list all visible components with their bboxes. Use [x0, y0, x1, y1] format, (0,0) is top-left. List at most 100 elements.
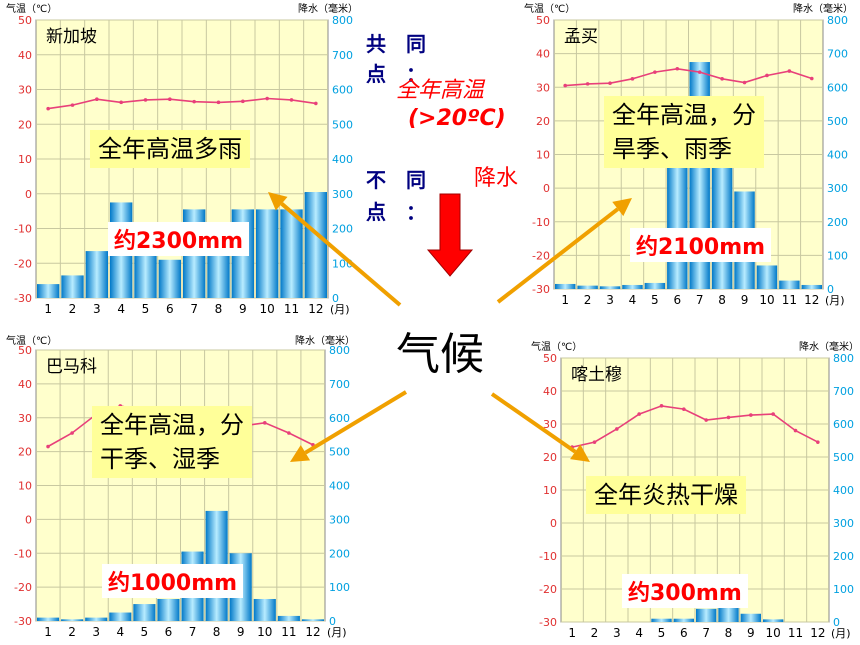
precip-bar	[256, 209, 279, 298]
temp-point	[816, 440, 820, 444]
temp-tick-label: 40	[536, 48, 550, 61]
arrow-to-bamako	[290, 390, 408, 462]
precip-bar	[280, 209, 303, 298]
temp-axis-label: 气温（℃）	[6, 334, 57, 347]
temp-tick-label: 10	[18, 153, 32, 166]
precip-tick-label: 300	[332, 188, 353, 201]
temp-point	[682, 407, 686, 411]
month-label: 1	[568, 626, 576, 640]
temp-line	[48, 97, 316, 110]
precip-bar	[696, 608, 717, 622]
temp-point	[615, 427, 619, 431]
temp-tick-label: -30	[14, 615, 32, 628]
temp-point	[287, 431, 291, 435]
temp-axis-label: 气温（℃）	[524, 2, 575, 15]
month-label: 12	[305, 625, 320, 639]
month-label: 8	[725, 626, 733, 640]
precip-bar	[301, 619, 324, 621]
month-unit: (月)	[825, 294, 845, 307]
temp-tick-label: 50	[18, 344, 32, 357]
month-label: 2	[591, 626, 599, 640]
diff-label-bottom: 点 ：	[366, 200, 426, 224]
chart-0: -30-20-100102030405001002003004005006007…	[6, 2, 358, 316]
precip-axis-label: 降水（毫米）	[793, 2, 853, 15]
precip-bar	[37, 284, 60, 298]
temp-point	[70, 431, 74, 435]
common-value-1: 全年高温	[396, 78, 485, 103]
temp-point	[563, 83, 568, 88]
temp-point	[630, 77, 635, 81]
city-name: 喀土穆	[571, 365, 622, 385]
temp-axis-label: 气温（℃）	[531, 340, 582, 353]
month-label: 7	[702, 626, 710, 640]
month-label: 3	[93, 302, 101, 316]
precip-tick-label: 200	[329, 547, 350, 560]
precip-tick-label: 800	[827, 14, 848, 27]
arrow-to-khartoum	[490, 392, 590, 462]
arrow-head	[570, 444, 590, 462]
singapore-total: 约2300mm	[108, 222, 250, 256]
arrow-head	[290, 444, 311, 462]
precip-bar	[718, 603, 739, 622]
month-label: 5	[141, 625, 149, 639]
precip-tick-label: 600	[329, 412, 350, 425]
month-label: 12	[810, 626, 825, 640]
temp-point	[787, 69, 792, 73]
month-label: 9	[747, 626, 755, 640]
month-label: 8	[213, 625, 221, 639]
temp-point	[726, 415, 731, 420]
month-unit: (月)	[330, 303, 350, 316]
precip-tick-label: 100	[833, 583, 854, 596]
precip-tick-label: 400	[329, 480, 350, 493]
temp-tick-label: -10	[14, 547, 32, 560]
temp-point	[46, 444, 50, 449]
down-arrow-icon	[426, 193, 474, 277]
temp-point	[675, 66, 680, 71]
precip-tick-label: 500	[332, 118, 353, 131]
precip-tick-label: 400	[833, 484, 854, 497]
precip-axis-label: 降水（毫米）	[295, 334, 355, 347]
temp-point	[793, 428, 798, 433]
temp-point	[697, 70, 702, 74]
month-label: 9	[239, 302, 247, 316]
common-label-top: 共 同	[366, 32, 426, 56]
arrow-to-singapore	[268, 192, 402, 307]
precip-bar	[644, 282, 666, 289]
month-unit: (月)	[831, 627, 851, 640]
month-label: 10	[257, 625, 272, 639]
temp-tick-label: -10	[532, 216, 550, 229]
precip-tick-label: 100	[827, 249, 848, 262]
khartoum-total: 约300mm	[622, 574, 748, 608]
temp-line	[565, 67, 813, 87]
precip-tick-label: 0	[827, 283, 834, 296]
precip-tick-label: 300	[329, 513, 350, 526]
temp-tick-label: -10	[539, 550, 557, 563]
precip-bar	[599, 286, 621, 289]
precip-tick-label: 500	[827, 115, 848, 128]
temp-point	[704, 418, 708, 422]
city-name: 新加坡	[46, 27, 97, 47]
precip-bar	[779, 280, 800, 289]
precip-bar	[158, 259, 181, 298]
month-label: 3	[613, 626, 621, 640]
precip-tick-label: 600	[827, 81, 848, 94]
temp-point	[653, 70, 657, 74]
temp-point	[659, 404, 664, 408]
arrow-head	[612, 198, 632, 217]
precip-bar	[651, 618, 672, 622]
month-label: 4	[629, 293, 637, 307]
month-label: 8	[718, 293, 726, 307]
precip-bar	[85, 617, 108, 621]
temp-point	[765, 73, 769, 78]
month-label: 2	[69, 302, 77, 316]
temp-tick-label: 0	[25, 188, 32, 201]
month-label: 7	[189, 625, 197, 639]
precip-tick-label: 700	[329, 378, 350, 391]
month-label: 8	[215, 302, 223, 316]
month-label: 9	[237, 625, 245, 639]
bamako-summary: 全年高温，分 干季、湿季	[92, 406, 252, 478]
precip-bar	[109, 612, 132, 621]
month-label: 6	[680, 626, 688, 640]
precip-tick-label: 300	[827, 182, 848, 195]
temp-tick-label: 30	[18, 412, 32, 425]
